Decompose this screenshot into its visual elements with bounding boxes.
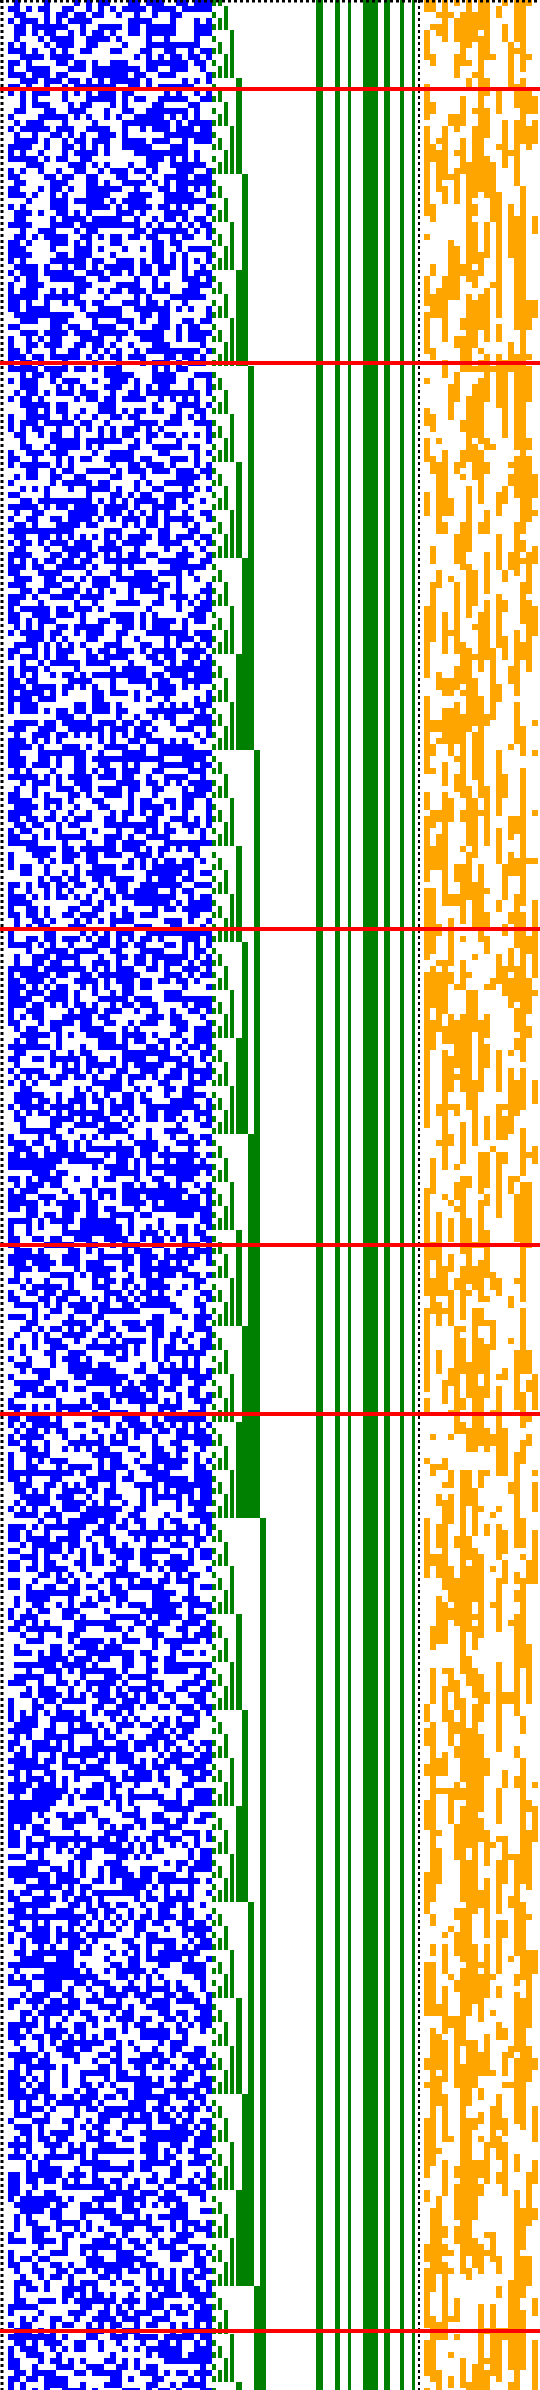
orange-cells bbox=[424, 0, 538, 2390]
red-line bbox=[0, 361, 540, 365]
green-bar bbox=[384, 0, 390, 2390]
red-line bbox=[0, 87, 540, 91]
green-bar bbox=[335, 0, 340, 2390]
red-line bbox=[0, 1412, 540, 1416]
green-bar bbox=[400, 0, 404, 2390]
red-line bbox=[0, 927, 540, 931]
green-bar bbox=[363, 0, 378, 2390]
green-bar bbox=[412, 0, 415, 2390]
red-line bbox=[0, 2329, 540, 2333]
green-counter bbox=[212, 0, 266, 2390]
green-bar bbox=[316, 0, 323, 2390]
blue-cells bbox=[8, 0, 212, 2390]
green-bar bbox=[348, 0, 351, 2390]
red-line bbox=[0, 1243, 540, 1247]
